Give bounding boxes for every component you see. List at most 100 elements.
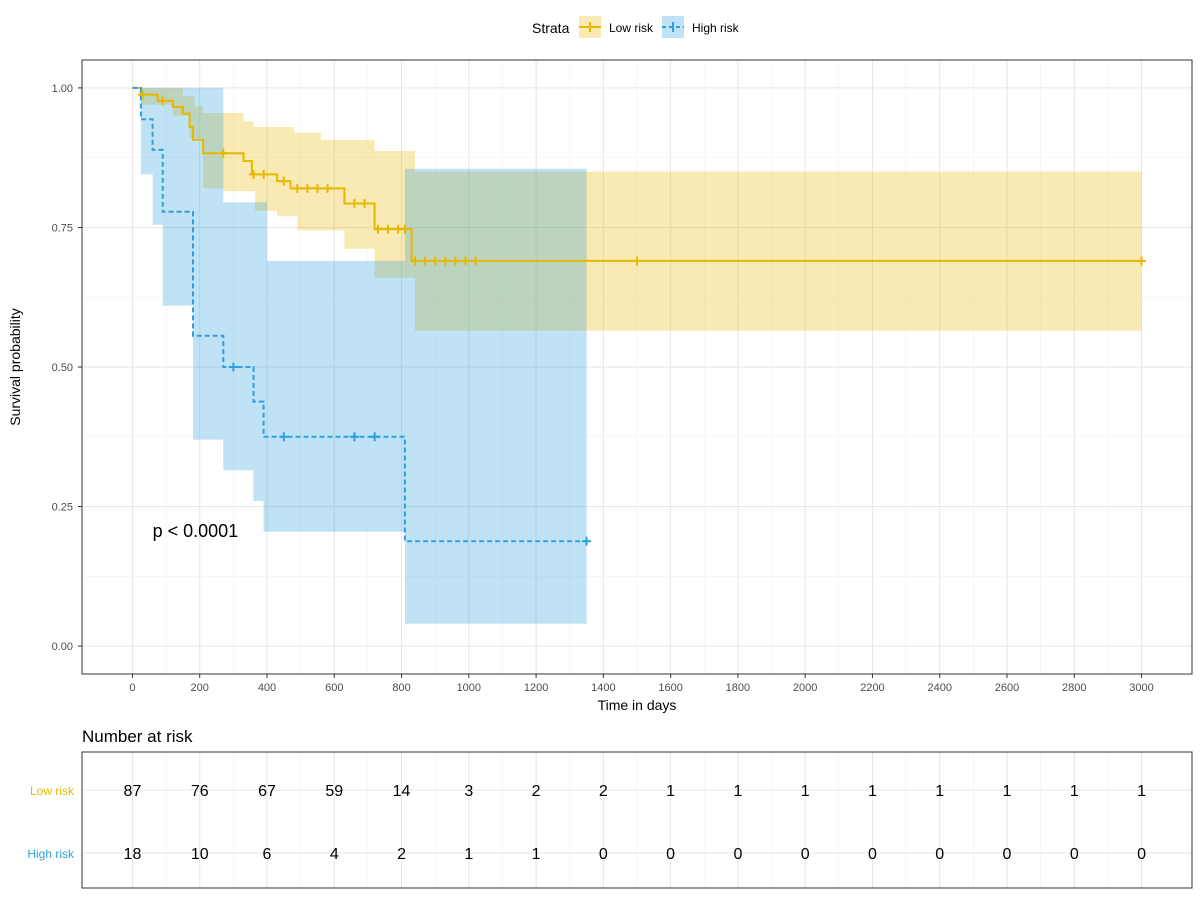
risk-table: Number at risk 87 76 67 59 14 3 2 2 1 1 1 1 1 1 1 118 10…: [27, 727, 1193, 889]
censor-mark-low-risk: [279, 176, 289, 186]
risk-cell: 1: [1137, 783, 1146, 800]
risk-cell: 2: [599, 783, 608, 800]
risk-cell: 76: [191, 783, 209, 800]
risk-table-cells: 87 76 67 59 14 3 2 2 1 1 1 1 1 1 1 118 10 6 4 2 1 1 0 0 0 0 0 0 0 0 0: [124, 783, 1147, 863]
risk-cell: 59: [325, 783, 343, 800]
censor-mark-high-risk: [582, 536, 592, 546]
risk-cell: 87: [124, 783, 142, 800]
p-value-annotation: p < 0.0001: [153, 521, 239, 541]
risk-cell: 1: [733, 783, 742, 800]
censor-mark-low-risk: [312, 183, 322, 193]
risk-cell: 0: [1070, 846, 1079, 863]
risk-cell: 0: [599, 846, 608, 863]
censor-mark-low-risk: [460, 256, 470, 266]
risk-cell: 1: [1070, 783, 1079, 800]
confidence-bands: [132, 87, 1142, 624]
x-tick-label: 2600: [995, 682, 1019, 694]
risk-cell: 3: [464, 783, 473, 800]
confidence-band-high-risk: [132, 87, 587, 624]
risk-cell: 14: [393, 783, 411, 800]
risk-cell: 1: [464, 846, 473, 863]
risk-cell: 0: [666, 846, 675, 863]
censor-mark-low-risk: [249, 169, 259, 179]
risk-cell: 10: [191, 846, 209, 863]
legend-label-low-risk: Low risk: [609, 21, 654, 35]
risk-table-row-labels: Low risk High risk: [27, 784, 75, 861]
km-plot: 0 200 400 600 800 1000 1200 1400 1600 1800 2000 220…: [7, 59, 1193, 713]
x-tick-label: 0: [129, 682, 135, 694]
x-tick-label: 1400: [591, 682, 615, 694]
x-tick-label: 1200: [524, 682, 548, 694]
censor-mark-low-risk: [420, 256, 430, 266]
risk-cell: 1: [935, 783, 944, 800]
x-axis-ticks: 0 200 400 600 800 1000 1200 1400 1600 1800 2000 220…: [129, 674, 1154, 694]
risk-cell: 0: [1003, 846, 1012, 863]
risk-cell: 6: [263, 846, 272, 863]
risk-cell: 1: [532, 846, 541, 863]
risk-row-label: Low risk: [30, 784, 75, 798]
x-axis-label: Time in days: [598, 697, 677, 713]
censor-mark-low-risk: [323, 183, 333, 193]
risk-table-title: Number at risk: [82, 727, 193, 746]
censor-mark-high-risk: [228, 362, 238, 372]
risk-cell: 18: [124, 846, 142, 863]
x-tick-label: 600: [325, 682, 343, 694]
x-tick-label: 2400: [927, 682, 951, 694]
survival-curve-high-risk: [132, 86, 587, 543]
legend-item-high-risk[interactable]: High risk: [662, 16, 740, 38]
risk-cell: 0: [935, 846, 944, 863]
risk-table-grid: [82, 752, 1192, 888]
risk-cell: 0: [1137, 846, 1146, 863]
x-tick-label: 2200: [860, 682, 884, 694]
x-tick-label: 800: [392, 682, 410, 694]
censor-mark-high-risk: [279, 432, 289, 442]
censor-mark-high-risk: [370, 432, 380, 442]
y-tick-label: 0.25: [52, 502, 73, 514]
y-tick-label: 1.00: [52, 83, 73, 95]
x-tick-label: 2000: [793, 682, 817, 694]
legend-label-high-risk: High risk: [692, 21, 740, 35]
x-tick-label: 400: [258, 682, 276, 694]
censor-mark-low-risk: [373, 224, 383, 234]
risk-cell: 67: [258, 783, 276, 800]
censor-mark-low-risk: [158, 96, 168, 106]
risk-cell: 1: [801, 783, 810, 800]
censor-mark-low-risk: [400, 224, 410, 234]
risk-cell: 4: [330, 846, 339, 863]
censor-mark-low-risk: [218, 148, 228, 158]
censor-mark-low-risk: [302, 183, 312, 193]
confidence-band-low-risk: [132, 87, 1142, 331]
x-tick-label: 2800: [1062, 682, 1086, 694]
censor-mark-low-risk: [430, 256, 440, 266]
risk-table-border: [81, 751, 1193, 889]
y-axis-label: Survival probability: [7, 308, 23, 426]
legend-item-low-risk[interactable]: Low risk: [579, 16, 654, 38]
y-tick-label: 0.75: [52, 222, 73, 234]
x-tick-label: 1800: [726, 682, 750, 694]
censor-mark-low-risk: [138, 90, 148, 100]
x-tick-label: 200: [191, 682, 209, 694]
censor-mark-low-risk: [632, 256, 642, 266]
censor-mark-high-risk: [349, 432, 359, 442]
y-tick-label: 0.00: [52, 641, 73, 653]
risk-cell: 1: [868, 783, 877, 800]
censor-marks: [138, 90, 1147, 546]
risk-cell: 0: [801, 846, 810, 863]
censor-mark-low-risk: [450, 256, 460, 266]
x-tick-label: 3000: [1129, 682, 1153, 694]
censor-mark-low-risk: [471, 256, 481, 266]
risk-cell: 0: [868, 846, 877, 863]
legend-title: Strata: [532, 20, 570, 36]
censor-mark-low-risk: [440, 256, 450, 266]
risk-cell: 1: [666, 783, 675, 800]
risk-cell: 1: [1003, 783, 1012, 800]
censor-mark-low-risk: [349, 198, 359, 208]
risk-row-label: High risk: [27, 847, 75, 861]
censor-mark-low-risk: [383, 224, 393, 234]
plot-grid: [82, 60, 1192, 674]
legend: Strata Low risk High risk: [532, 16, 740, 38]
x-tick-label: 1000: [457, 682, 481, 694]
censor-mark-low-risk: [360, 198, 370, 208]
y-tick-label: 0.50: [52, 362, 73, 374]
